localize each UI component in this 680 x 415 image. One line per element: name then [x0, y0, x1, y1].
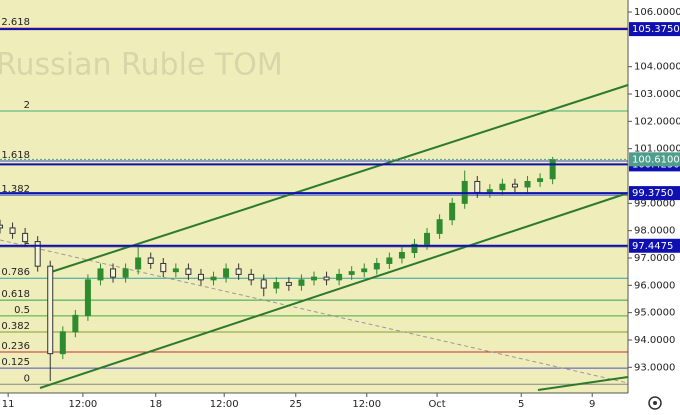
- candle-body: [285, 282, 292, 286]
- settings-icon-core: [653, 401, 657, 405]
- watermark: Russian Ruble TOM: [0, 48, 283, 83]
- x-tick-label: Oct: [428, 399, 445, 410]
- candle-body: [197, 273, 204, 281]
- channel-lower: [39, 192, 629, 389]
- settings-button[interactable]: [648, 396, 662, 410]
- fib-label: 0.236: [1, 341, 30, 352]
- dashed-trendline: [0, 239, 629, 384]
- candle-body: [172, 268, 179, 273]
- candle-body: [499, 183, 506, 191]
- fib-label: 0.125: [1, 357, 30, 368]
- y-tick-label: 94.0000: [634, 335, 675, 346]
- candle-body: [323, 276, 330, 281]
- last-price-label: 100.6100: [632, 154, 680, 165]
- level-label: 99.3750: [632, 188, 673, 199]
- y-tick-label: 101.0000: [634, 144, 680, 155]
- candle-body: [59, 331, 66, 355]
- x-tick-label: 11: [2, 399, 15, 410]
- candle-body: [549, 159, 556, 180]
- candle-body: [248, 273, 255, 281]
- level-badge: [629, 186, 680, 201]
- candle-body: [147, 257, 154, 264]
- candle-body: [436, 219, 443, 234]
- candle-body: [122, 268, 129, 278]
- last-price-badge: [629, 152, 680, 167]
- y-tick-label: 104.0000: [634, 62, 680, 73]
- y-tick-label: 102.0000: [634, 116, 680, 127]
- candle-body: [398, 252, 405, 259]
- fib-label: 0.382: [1, 321, 30, 332]
- settings-icon[interactable]: [648, 396, 662, 410]
- candle-body: [223, 268, 230, 278]
- y-tick-label: 96.0000: [634, 280, 675, 291]
- candle-body: [336, 273, 343, 281]
- level-label: 105.3750: [632, 24, 680, 35]
- candle-body: [424, 232, 431, 245]
- candle-body: [84, 279, 91, 316]
- candle-body: [72, 314, 79, 333]
- candle-body: [97, 268, 104, 281]
- x-tick-label: 25: [289, 399, 302, 410]
- candle-body: [235, 268, 242, 275]
- level-label: 97.4475: [632, 241, 673, 252]
- candle-body: [449, 202, 456, 221]
- fib-label: 0.786: [1, 267, 30, 278]
- candle-body: [511, 183, 518, 188]
- y-tick-label: 106.0000: [634, 7, 680, 18]
- y-tick-label: 98.0000: [634, 226, 675, 237]
- level-badge: [629, 238, 680, 253]
- level-badge: [629, 22, 680, 37]
- fib-label: 1.382: [1, 184, 30, 195]
- y-tick-label: 93.0000: [634, 362, 675, 373]
- candle-body: [185, 268, 192, 275]
- y-tick-label: 99.0000: [634, 198, 675, 209]
- candle-body: [273, 282, 280, 289]
- fib-label: 2: [24, 100, 30, 111]
- channel-bottom: [537, 376, 629, 391]
- candle-body: [0, 224, 3, 229]
- candle-body: [361, 268, 368, 273]
- candle-body: [160, 262, 167, 273]
- y-tick-label: 97.0000: [634, 253, 675, 264]
- candle-body: [386, 257, 393, 264]
- x-tick-label: 5: [518, 399, 524, 410]
- candle-body: [210, 276, 217, 281]
- x-tick-label: 9: [589, 399, 595, 410]
- candle-body: [22, 232, 29, 243]
- x-tick-label: 12:00: [352, 399, 381, 410]
- candle-body: [110, 268, 117, 278]
- candle-body: [524, 180, 531, 188]
- x-tick-label: 12:00: [210, 399, 239, 410]
- fib-label: 2.618: [1, 17, 30, 28]
- candle-body: [537, 178, 544, 182]
- y-tick-label: 95.0000: [634, 308, 675, 319]
- candle-body: [34, 241, 41, 267]
- candle-body: [311, 276, 317, 281]
- fib-label: 0: [24, 373, 30, 384]
- candle-body: [474, 180, 481, 193]
- candle-body: [486, 189, 493, 193]
- candle-body: [298, 279, 305, 286]
- fib-label: 1.618: [1, 150, 30, 161]
- candle-body: [373, 262, 380, 270]
- x-tick-label: 12:00: [68, 399, 97, 410]
- fib-label: 0.618: [1, 289, 30, 300]
- candle-body: [47, 265, 54, 355]
- candle-body: [260, 279, 267, 289]
- candle-body: [135, 257, 142, 270]
- candle-body: [411, 243, 418, 254]
- channel-upper: [47, 84, 629, 274]
- plot-background: [0, 0, 628, 393]
- y-tick-label: 103.0000: [634, 89, 680, 100]
- candle-body: [9, 227, 16, 234]
- fib-label: 0.5: [14, 305, 30, 316]
- x-tick-label: 18: [149, 399, 162, 410]
- candle-body: [348, 271, 355, 275]
